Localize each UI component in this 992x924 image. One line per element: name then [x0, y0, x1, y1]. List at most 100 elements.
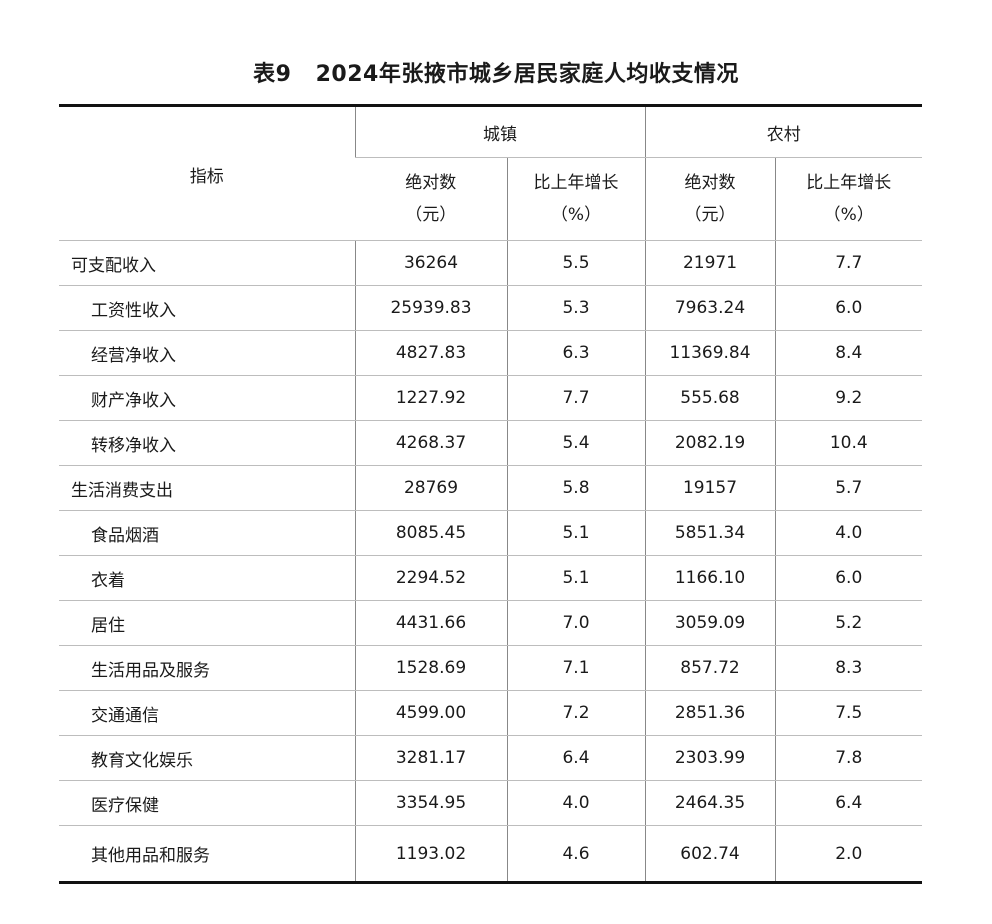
table-title-text: 2024年张掖市城乡居民家庭人均收支情况	[315, 62, 739, 87]
cell-urban-absolute: 2294.52	[354, 555, 507, 601]
cell-rural-absolute: 1166.10	[644, 555, 775, 601]
header-unit: （%）	[550, 205, 602, 225]
row-label: 转移净收入	[59, 420, 355, 466]
cell-rural-absolute: 7963.24	[644, 285, 775, 331]
table-row: 财产净收入 1227.92 7.7 555.68 9.2	[59, 375, 922, 421]
cell-rural-growth: 5.7	[774, 465, 922, 511]
cell-rural-growth: 10.4	[774, 420, 922, 466]
cell-urban-absolute: 1193.02	[354, 825, 507, 883]
cell-rural-growth: 5.2	[774, 600, 922, 646]
cell-rural-absolute: 19157	[644, 465, 775, 511]
cell-urban-growth: 5.8	[506, 465, 645, 511]
table-row: 其他用品和服务 1193.02 4.6 602.74 2.0	[59, 825, 922, 883]
table-title: 表9 2024年张掖市城乡居民家庭人均收支情况	[0, 56, 992, 88]
cell-rural-absolute: 3059.09	[644, 600, 775, 646]
row-label: 衣着	[59, 555, 355, 601]
header-unit: （元）	[684, 205, 736, 225]
cell-urban-absolute: 3354.95	[354, 780, 507, 826]
header-rural-absolute: 绝对数 （元）	[644, 157, 775, 241]
table-number: 表9	[253, 62, 292, 87]
income-expenditure-table: 指标 城镇 农村 绝对数 （元） 比上年增长 （%） 绝对数 （元） 比上年增长 （%）…	[59, 104, 922, 884]
cell-rural-absolute: 5851.34	[644, 510, 775, 556]
cell-urban-absolute: 28769	[354, 465, 507, 511]
table-row: 经营净收入 4827.83 6.3 11369.84 8.4	[59, 330, 922, 376]
cell-urban-absolute: 1528.69	[354, 645, 507, 691]
cell-rural-growth: 6.0	[774, 555, 922, 601]
header-line: 比上年增长	[806, 173, 892, 193]
header-line: 比上年增长	[533, 173, 619, 193]
header-line: 绝对数	[684, 173, 736, 193]
header-line: 绝对数	[405, 173, 457, 193]
row-label: 工资性收入	[59, 285, 355, 331]
table-row: 医疗保健 3354.95 4.0 2464.35 6.4	[59, 780, 922, 826]
cell-urban-absolute: 1227.92	[354, 375, 507, 421]
row-label: 财产净收入	[59, 375, 355, 421]
table-row: 交通通信 4599.00 7.2 2851.36 7.5	[59, 690, 922, 736]
cell-rural-absolute: 555.68	[644, 375, 775, 421]
row-label: 交通通信	[59, 690, 355, 736]
cell-rural-absolute: 857.72	[644, 645, 775, 691]
cell-rural-growth: 8.3	[774, 645, 922, 691]
cell-rural-growth: 4.0	[774, 510, 922, 556]
cell-rural-absolute: 2464.35	[644, 780, 775, 826]
cell-rural-absolute: 2851.36	[644, 690, 775, 736]
header-unit: （%）	[823, 205, 874, 225]
table-body: 可支配收入 36264 5.5 21971 7.7 工资性收入 25939.83 5.3 796…	[59, 240, 922, 883]
cell-rural-growth: 6.0	[774, 285, 922, 331]
cell-urban-growth: 7.2	[506, 690, 645, 736]
header-unit: （元）	[405, 205, 457, 225]
row-label: 可支配收入	[59, 240, 355, 286]
table-row: 教育文化娱乐 3281.17 6.4 2303.99 7.8	[59, 735, 922, 781]
cell-urban-absolute: 4827.83	[354, 330, 507, 376]
header-urban: 城镇	[354, 105, 645, 158]
row-label: 生活消费支出	[59, 465, 355, 511]
cell-rural-growth: 9.2	[774, 375, 922, 421]
header-urban-absolute: 绝对数 （元）	[355, 157, 507, 241]
cell-urban-growth: 4.0	[506, 780, 645, 826]
row-label: 经营净收入	[59, 330, 355, 376]
table-row: 转移净收入 4268.37 5.4 2082.19 10.4	[59, 420, 922, 466]
cell-urban-growth: 7.1	[506, 645, 645, 691]
cell-urban-growth: 6.3	[506, 330, 645, 376]
cell-rural-absolute: 11369.84	[644, 330, 775, 376]
cell-urban-growth: 5.3	[506, 285, 645, 331]
cell-urban-growth: 5.1	[506, 510, 645, 556]
row-label: 居住	[59, 600, 355, 646]
cell-urban-absolute: 25939.83	[354, 285, 507, 331]
table-row: 生活用品及服务 1528.69 7.1 857.72 8.3	[59, 645, 922, 691]
cell-urban-growth: 7.7	[506, 375, 645, 421]
cell-urban-growth: 6.4	[506, 735, 645, 781]
cell-rural-absolute: 2303.99	[644, 735, 775, 781]
cell-rural-growth: 7.8	[774, 735, 922, 781]
table-row: 工资性收入 25939.83 5.3 7963.24 6.0	[59, 285, 922, 331]
cell-rural-absolute: 2082.19	[644, 420, 775, 466]
cell-urban-absolute: 8085.45	[354, 510, 507, 556]
header-urban-growth: 比上年增长 （%）	[506, 157, 645, 241]
cell-rural-growth: 7.5	[774, 690, 922, 736]
row-label: 医疗保健	[59, 780, 355, 826]
row-label: 教育文化娱乐	[59, 735, 355, 781]
table-row: 生活消费支出 28769 5.8 19157 5.7	[59, 465, 922, 511]
header-indicator: 指标	[59, 105, 355, 241]
cell-urban-absolute: 36264	[354, 240, 507, 286]
cell-urban-absolute: 3281.17	[354, 735, 507, 781]
cell-urban-growth: 5.4	[506, 420, 645, 466]
cell-rural-growth: 6.4	[774, 780, 922, 826]
table-row: 食品烟酒 8085.45 5.1 5851.34 4.0	[59, 510, 922, 556]
header-rural: 农村	[644, 105, 922, 158]
row-label: 食品烟酒	[59, 510, 355, 556]
cell-urban-growth: 7.0	[506, 600, 645, 646]
cell-rural-growth: 2.0	[774, 825, 922, 883]
cell-rural-growth: 8.4	[774, 330, 922, 376]
row-label: 生活用品及服务	[59, 645, 355, 691]
cell-rural-growth: 7.7	[774, 240, 922, 286]
cell-urban-absolute: 4268.37	[354, 420, 507, 466]
cell-urban-growth: 5.1	[506, 555, 645, 601]
table-row: 可支配收入 36264 5.5 21971 7.7	[59, 240, 922, 286]
cell-urban-absolute: 4599.00	[354, 690, 507, 736]
table-row: 居住 4431.66 7.0 3059.09 5.2	[59, 600, 922, 646]
cell-urban-absolute: 4431.66	[354, 600, 507, 646]
table-row: 衣着 2294.52 5.1 1166.10 6.0	[59, 555, 922, 601]
cell-urban-growth: 4.6	[506, 825, 645, 883]
header-rural-growth: 比上年增长 （%）	[774, 157, 922, 241]
